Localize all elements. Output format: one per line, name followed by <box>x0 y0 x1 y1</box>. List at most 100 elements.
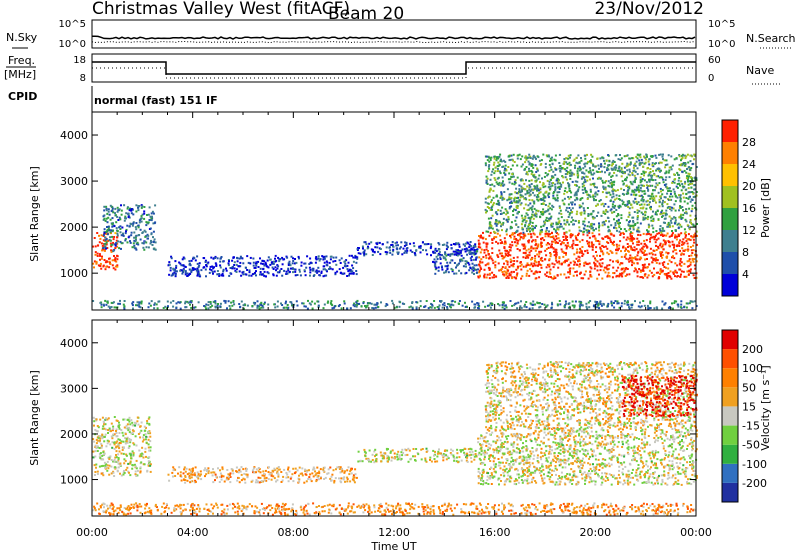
range-cell <box>100 306 103 309</box>
range-cell <box>500 225 502 228</box>
range-cell <box>317 255 320 258</box>
range-cell <box>260 304 263 306</box>
range-cell <box>444 251 447 254</box>
range-cell <box>530 216 533 218</box>
range-cell <box>524 155 527 158</box>
range-cell <box>688 228 691 231</box>
range-cell <box>579 272 581 275</box>
range-cell <box>562 251 565 253</box>
range-cell <box>662 199 664 202</box>
range-cell <box>97 264 100 267</box>
range-cell <box>617 205 620 208</box>
range-cell <box>686 178 689 181</box>
range-cell <box>327 300 330 303</box>
range-cell <box>577 255 580 258</box>
range-cell <box>618 244 621 247</box>
range-cell <box>534 255 537 258</box>
range-cell <box>580 211 583 214</box>
range-cell <box>511 241 514 244</box>
range-cell <box>610 233 613 236</box>
range-cell <box>577 220 580 222</box>
range-cell <box>687 197 690 200</box>
range-cell <box>632 166 635 169</box>
range-cell <box>107 225 110 228</box>
range-cell <box>573 253 576 256</box>
range-cell <box>516 267 519 270</box>
range-cell <box>113 255 115 257</box>
range-cell <box>575 191 578 194</box>
range-cell <box>667 272 670 274</box>
range-cell <box>658 200 661 203</box>
range-cell <box>576 248 579 251</box>
range-cell <box>616 189 619 192</box>
range-cell <box>684 154 687 157</box>
range-cell <box>222 270 225 273</box>
range-cell <box>536 194 539 196</box>
range-cell <box>109 218 112 221</box>
range-cell <box>386 303 389 306</box>
noise-left-tick-top: 10^5 <box>59 19 86 30</box>
range-cell <box>623 270 626 273</box>
range-cell <box>535 243 538 246</box>
range-cell <box>539 187 542 190</box>
range-cell <box>674 200 677 203</box>
range-cell <box>204 259 207 262</box>
range-cell <box>507 251 510 254</box>
range-cell <box>98 465 101 468</box>
range-cell <box>153 307 156 310</box>
range-cell <box>630 247 633 250</box>
range-cell <box>445 254 448 257</box>
range-cell <box>497 229 499 232</box>
range-cell <box>547 173 550 176</box>
range-cell <box>540 230 543 233</box>
range-cell <box>620 302 623 305</box>
range-cell <box>527 208 530 211</box>
range-cell <box>174 273 177 276</box>
range-cell <box>485 248 488 251</box>
range-cell <box>613 189 616 192</box>
range-cell <box>610 182 613 185</box>
range-cell <box>674 269 677 272</box>
y-tick-label: 1000 <box>60 267 88 280</box>
range-cell <box>632 220 635 222</box>
range-cell <box>623 255 626 258</box>
range-cell <box>205 275 207 278</box>
range-cell <box>561 199 564 202</box>
range-cell <box>488 227 491 230</box>
range-cell <box>647 223 650 226</box>
range-cell <box>569 177 572 180</box>
range-cell <box>692 274 695 277</box>
range-cell <box>569 196 572 199</box>
power-ylabel: Slant Range [km] <box>28 166 41 262</box>
range-cell <box>685 208 688 211</box>
range-cell <box>613 306 616 309</box>
range-cell <box>430 302 432 305</box>
range-cell <box>568 183 571 186</box>
range-cell <box>615 166 618 169</box>
range-cell <box>473 306 476 309</box>
range-cell <box>496 232 499 235</box>
range-cell <box>125 228 128 231</box>
range-cell <box>132 452 135 455</box>
range-cell <box>587 160 590 163</box>
range-cell <box>140 215 143 218</box>
range-cell <box>588 262 591 265</box>
range-cell <box>487 196 490 199</box>
range-cell <box>116 264 119 267</box>
range-cell <box>113 433 116 436</box>
range-cell <box>102 239 105 242</box>
range-cell <box>569 212 572 215</box>
range-cell <box>691 258 694 261</box>
range-cell <box>532 166 535 169</box>
range-cell <box>679 197 682 200</box>
range-cell <box>528 274 531 277</box>
range-cell <box>211 304 214 307</box>
range-cell <box>235 268 238 271</box>
range-cell <box>248 274 251 277</box>
range-cell <box>497 221 500 224</box>
range-cell <box>494 166 497 169</box>
range-cell <box>503 304 506 307</box>
range-cell <box>626 154 629 157</box>
range-cell <box>636 230 639 233</box>
range-cell <box>234 269 237 272</box>
